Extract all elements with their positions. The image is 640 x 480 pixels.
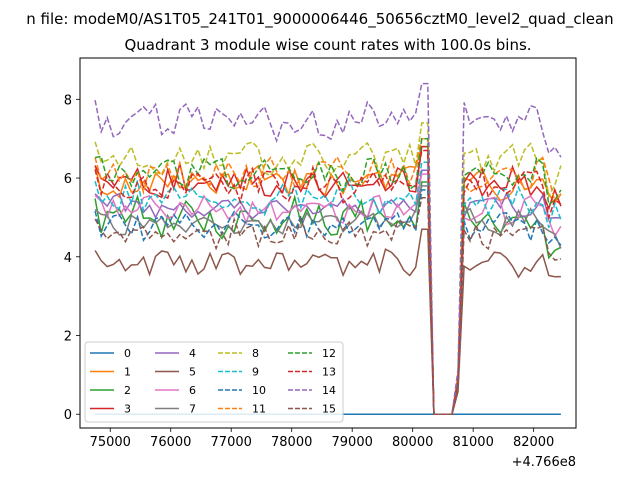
legend-label-1: 1: [124, 366, 131, 379]
legend-label-3: 3: [124, 403, 131, 416]
legend-label-5: 5: [189, 366, 196, 379]
x-tick-label-1: 76000: [150, 435, 191, 450]
legend-label-7: 7: [189, 403, 196, 416]
y-tick-label-3: 6: [64, 172, 72, 187]
series-line-15: [94, 196, 562, 415]
legend-label-2: 2: [124, 384, 131, 397]
x-tick-label-2: 77000: [211, 435, 252, 450]
y-tick-label-1: 2: [64, 330, 72, 345]
series-lines: [94, 82, 562, 415]
legend-label-11: 11: [252, 403, 266, 416]
x-tick-label-7: 82000: [513, 435, 554, 450]
x-axis-ticks: 75000 76000 77000 78000 79000 80000 81000 82000: [90, 428, 554, 450]
series-line-7: [94, 185, 562, 415]
y-tick-label-4: 8: [64, 93, 72, 108]
y-tick-label-0: 0: [64, 408, 72, 423]
legend-label-4: 4: [189, 347, 196, 360]
y-axis-ticks: 0 2 4 6 8: [64, 93, 80, 423]
series-line-14: [94, 82, 562, 415]
legend-box: [84, 341, 344, 423]
plot-frame: [79, 57, 577, 429]
series-line-13: [94, 149, 562, 415]
legend-label-13: 13: [322, 366, 336, 379]
x-tick-label-0: 75000: [90, 435, 131, 450]
legend-label-14: 14: [322, 384, 336, 397]
legend-label-8: 8: [252, 347, 259, 360]
x-offset-label: +4.766e8: [512, 455, 576, 470]
legend-label-0: 0: [124, 347, 131, 360]
legend-label-10: 10: [252, 384, 266, 397]
series-line-9: [94, 161, 562, 415]
x-tick-label-4: 79000: [332, 435, 373, 450]
x-tick-label-6: 81000: [452, 435, 493, 450]
series-line-11: [94, 137, 562, 415]
chart-title: Quadrant 3 module wise count rates with …: [124, 36, 531, 54]
series-line-5: [94, 228, 561, 415]
x-tick-label-3: 78000: [271, 435, 312, 450]
series-line-6: [94, 173, 562, 415]
y-tick-label-2: 4: [64, 251, 72, 266]
legend-label-9: 9: [252, 366, 259, 379]
figure-suptitle: n file: modeM0/AS1T05_241T01_9000006446_…: [26, 10, 613, 29]
legend-label-12: 12: [322, 347, 336, 360]
legend-label-15: 15: [322, 403, 336, 416]
series-line-10: [94, 189, 562, 415]
x-tick-label-5: 80000: [392, 435, 433, 450]
legend-label-6: 6: [189, 384, 196, 397]
series-line-3: [94, 145, 562, 415]
